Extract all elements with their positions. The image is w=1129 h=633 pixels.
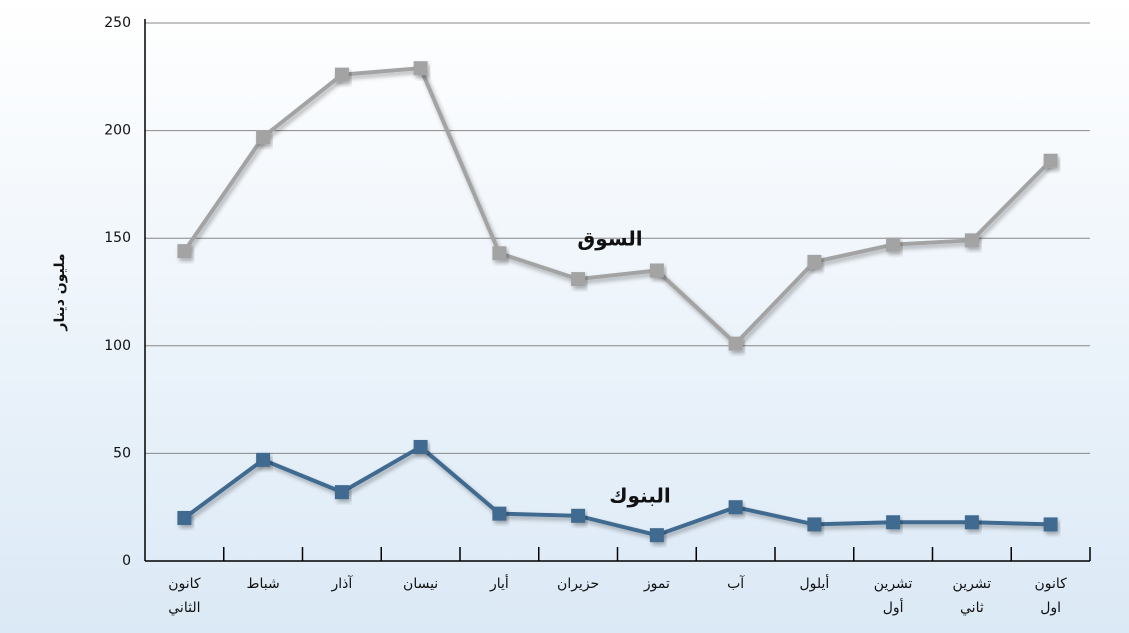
y-tick-label: 0 xyxy=(122,553,131,569)
y-tick-label: 100 xyxy=(104,338,131,354)
y-tick-label: 250 xyxy=(104,15,131,31)
point-marker xyxy=(807,254,822,269)
point-marker xyxy=(807,517,822,532)
x-tick-label: آذار xyxy=(330,575,353,592)
point-marker xyxy=(413,439,428,454)
series-line xyxy=(182,66,1053,347)
series-line xyxy=(183,444,1051,538)
point-marker xyxy=(649,528,664,543)
x-tick-label: نيسان xyxy=(403,576,438,592)
point-marker xyxy=(177,244,192,259)
point-marker xyxy=(256,130,271,145)
point-marker xyxy=(571,508,586,523)
point-marker xyxy=(649,263,664,278)
x-tick-label: أيلول xyxy=(799,574,829,592)
x-tick-label: شباط xyxy=(247,576,280,592)
x-tick-label: آب xyxy=(727,575,745,592)
point-marker xyxy=(886,237,901,252)
x-tick-label: تشرين أول xyxy=(874,576,913,616)
y-tick-label: 200 xyxy=(104,123,131,139)
point-marker xyxy=(492,506,507,521)
point-marker xyxy=(1043,517,1058,532)
point-marker xyxy=(256,452,271,467)
point-marker xyxy=(334,67,349,82)
point-marker xyxy=(492,246,507,261)
point-marker xyxy=(728,336,743,351)
x-tick-label: تشرين ثاني xyxy=(953,576,992,616)
point-marker xyxy=(728,500,743,515)
x-tick-label: كانون الثاني xyxy=(168,576,201,616)
point-marker xyxy=(334,485,349,500)
point-marker xyxy=(886,515,901,530)
series-label: السوق xyxy=(577,227,642,251)
x-tick-label: أيار xyxy=(489,574,509,592)
point-marker xyxy=(964,515,979,530)
x-tick-label: تموز xyxy=(643,576,670,592)
y-axis-label: مليون دينار xyxy=(52,253,68,331)
point-marker xyxy=(1043,153,1058,168)
x-tick-label: حزيران xyxy=(557,576,599,592)
series-label: البنوك xyxy=(609,484,671,508)
y-tick-label: 50 xyxy=(113,445,131,461)
point-marker xyxy=(964,233,979,248)
point-marker xyxy=(177,510,192,525)
point-marker xyxy=(413,61,428,76)
x-tick-label: كانون اول xyxy=(1034,576,1067,616)
point-marker xyxy=(571,272,586,287)
y-tick-label: 150 xyxy=(104,230,131,246)
